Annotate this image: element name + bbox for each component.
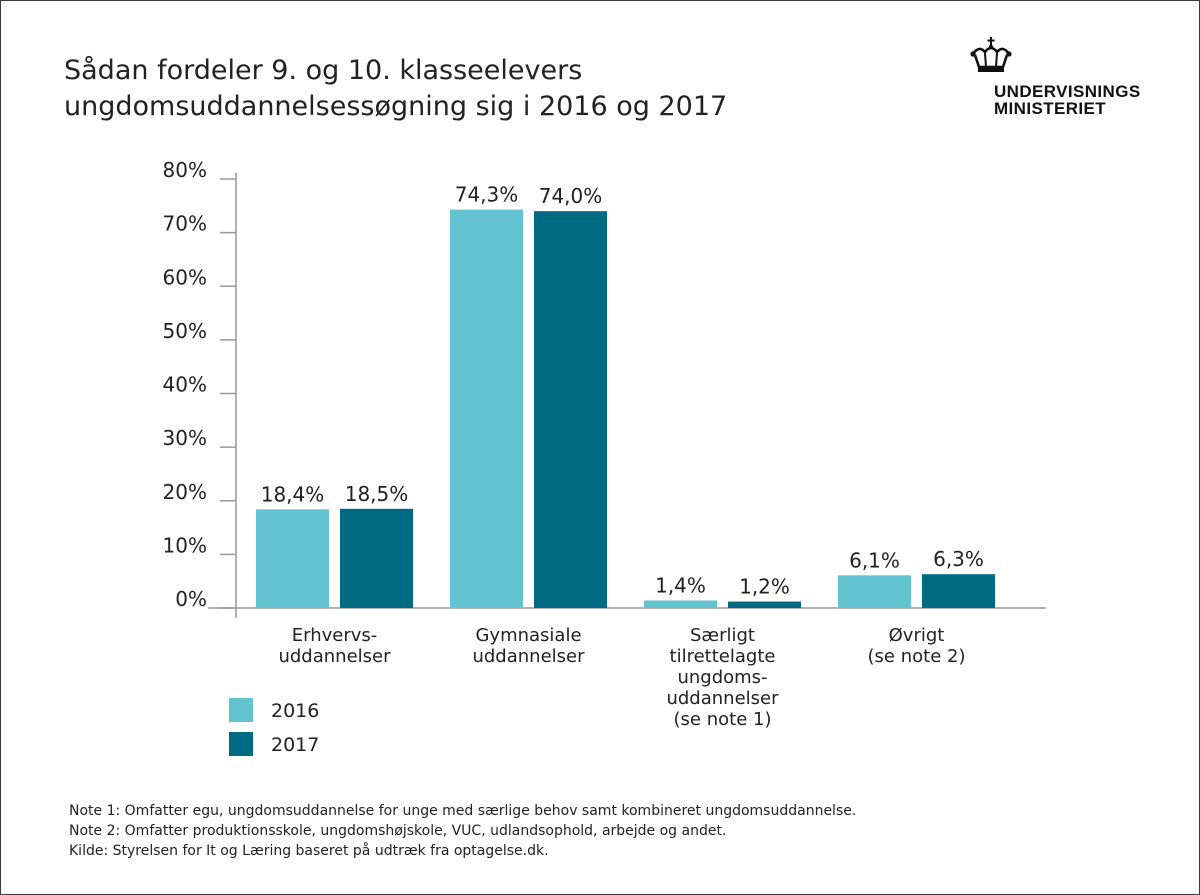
chart-title-line-1: Sådan fordeler 9. og 10. klasseelevers — [64, 55, 583, 86]
note-1: Note 1: Omfatter egu, ungdomsuddannelse … — [69, 803, 857, 819]
logo-line-2: MINISTERIET — [994, 99, 1107, 118]
category-label-3-line-3: ungdoms- — [677, 667, 768, 688]
category-label-4-line-1: Øvrigt — [888, 625, 945, 646]
data-label-2016-1: 18,4% — [261, 482, 325, 506]
note-2: Note 2: Omfatter produktionsskole, ungdo… — [69, 823, 727, 839]
y-tick-label-6: 60% — [163, 265, 207, 289]
data-label-2017-4: 6,3% — [933, 547, 984, 571]
category-label-2-line-2: uddannelser — [472, 646, 585, 667]
y-tick-label-4: 40% — [163, 373, 207, 397]
chart-title: Sådan fordeler 9. og 10. klasseelevers u… — [64, 53, 824, 125]
category-label-3-line-4: uddannelser — [666, 688, 779, 709]
bar-2017-2 — [534, 211, 607, 609]
chart-title-line-2: ungdomsuddannelsessøgning sig i 2016 og … — [64, 91, 728, 122]
data-label-2016-3: 1,4% — [655, 573, 706, 597]
category-label-2: Gymnasiale uddannelser — [434, 625, 624, 667]
bar-2016-1 — [256, 509, 329, 608]
data-label-2017-1: 18,5% — [345, 482, 409, 506]
footnotes: Note 1: Omfatter egu, ungdomsuddannelse … — [69, 801, 1169, 861]
category-label-1-line-1: Erhvervs- — [291, 625, 378, 646]
source-note: Kilde: Styrelsen for It og Læring basere… — [69, 843, 549, 859]
bar-2017-3 — [728, 601, 801, 608]
legend-label-2017: 2017 — [271, 734, 320, 756]
category-label-1-line-2: uddannelser — [278, 646, 391, 667]
y-tick-label-0: 0% — [175, 587, 207, 611]
data-label-2017-2: 74,0% — [539, 184, 603, 208]
crown-icon — [970, 37, 1012, 72]
y-tick-label-2: 20% — [163, 480, 207, 504]
category-label-2-line-1: Gymnasiale — [475, 625, 582, 646]
logo-line-1: UNDERVISNINGS — [994, 82, 1141, 101]
legend-swatch-2017 — [229, 732, 253, 756]
category-label-4-line-2: (se note 2) — [867, 646, 966, 667]
ministry-logo-text: UNDERVISNINGS MINISTERIET — [994, 83, 1141, 117]
category-label-3: Særligt tilrettelagte ungdoms-uddannelser(… — [628, 625, 818, 730]
bar-2017-1 — [340, 508, 413, 608]
y-tick-label-1: 10% — [163, 533, 207, 557]
bar-2017-4 — [922, 574, 995, 608]
y-tick-label-5: 50% — [163, 319, 207, 343]
data-label-2016-4: 6,1% — [849, 548, 900, 572]
bar-2016-2 — [450, 209, 523, 608]
data-label-2017-3: 1,2% — [739, 575, 790, 599]
legend-swatch-2016 — [229, 698, 253, 722]
category-label-3-line-5: (se note 1) — [673, 709, 772, 730]
category-label-1: Erhvervs-uddannelser — [240, 625, 430, 667]
data-label-2016-2: 74,3% — [455, 183, 519, 207]
category-label-3-line-2: tilrettelagte — [669, 646, 776, 667]
bar-2016-3 — [644, 600, 717, 608]
category-label-3-line-1: Særligt — [690, 625, 755, 646]
bar-2016-4 — [838, 575, 911, 608]
y-tick-label-3: 30% — [163, 426, 207, 450]
y-tick-label-8: 80% — [163, 158, 207, 182]
legend-label-2016: 2016 — [271, 700, 320, 722]
y-tick-label-7: 70% — [163, 212, 207, 236]
category-label-4: Øvrigt (se note 2) — [822, 625, 1012, 667]
